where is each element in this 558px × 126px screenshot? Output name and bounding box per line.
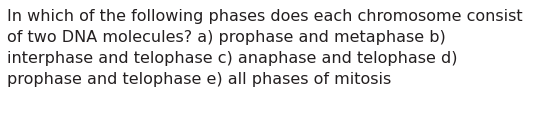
Text: In which of the following phases does each chromosome consist
of two DNA molecul: In which of the following phases does ea… xyxy=(7,9,523,87)
